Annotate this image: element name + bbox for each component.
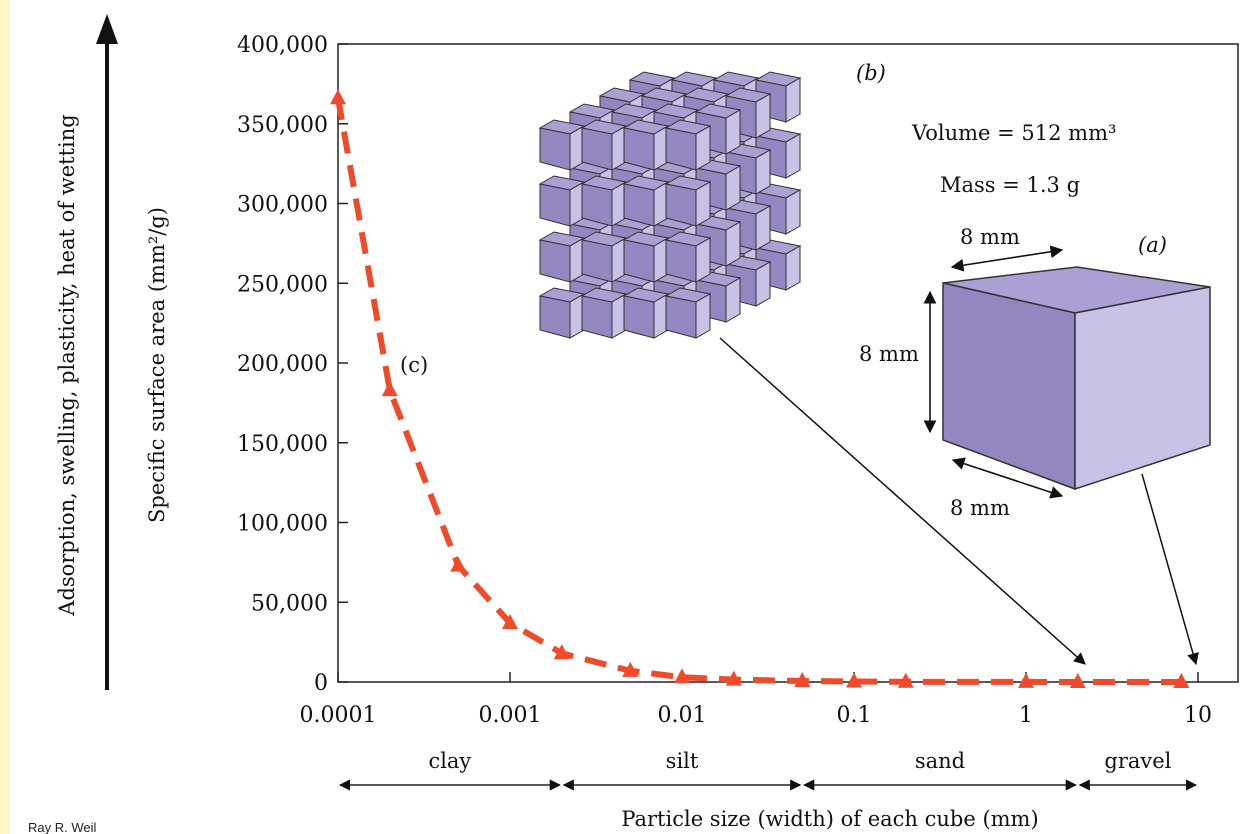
- dim-top-arrow: [950, 245, 1064, 272]
- data-point-marker: [553, 644, 570, 660]
- label-b: (b): [856, 61, 886, 85]
- volume-text: Volume = 512 mm³: [911, 121, 1116, 145]
- small-cube: [622, 175, 670, 227]
- x-tick-label: 0.0001: [300, 703, 377, 728]
- small-cube: [538, 231, 586, 283]
- y-tick-label: 150,000: [237, 432, 328, 457]
- y-axis-label: Specific surface area (mm²/g): [145, 207, 169, 523]
- size-class-clay-label: clay: [428, 749, 471, 773]
- small-cube: [538, 119, 586, 171]
- small-cube: [664, 287, 712, 339]
- small-cube: [538, 287, 586, 339]
- data-point-marker: [725, 670, 742, 686]
- data-point-marker: [897, 672, 914, 688]
- dim-left-text: 8 mm: [859, 342, 919, 366]
- data-point-marker: [1069, 672, 1086, 688]
- cube-side-face: [1074, 286, 1211, 491]
- x-tick-label: 0.1: [837, 703, 872, 728]
- small-cube: [580, 287, 628, 339]
- subdivided-cube-illustration: [538, 71, 802, 339]
- single-cube-illustration: [942, 266, 1211, 491]
- series-dashed-line: [335, 97, 1182, 685]
- size-class-ranges: clay silt sand gravel: [338, 749, 1198, 791]
- cube-front-face: [942, 282, 1076, 491]
- left-property-label: Adsorption, swelling, plasticity, heat o…: [55, 114, 79, 616]
- small-cube: [580, 175, 628, 227]
- data-point-marker: [846, 672, 862, 688]
- credit-text: Ray R. Weil: [28, 820, 96, 834]
- small-cube: [664, 231, 712, 283]
- small-cube: [664, 119, 712, 171]
- size-class-gravel-label: gravel: [1104, 749, 1171, 773]
- data-point-marker: [502, 613, 518, 629]
- small-cube: [622, 287, 670, 339]
- dim-bottom-arrow: [951, 457, 1064, 499]
- dim-bottom-text: 8 mm: [950, 496, 1010, 520]
- label-c: (c): [400, 353, 428, 377]
- x-tick-label: 1: [1019, 703, 1033, 728]
- small-cube: [622, 119, 670, 171]
- series-markers: [330, 89, 1190, 688]
- small-cube: [622, 231, 670, 283]
- small-cube: [580, 119, 628, 171]
- y-ticks: 0 50,000 100,000 150,000 200,000 250,000 300,0…: [237, 33, 348, 696]
- data-point-marker: [794, 672, 811, 688]
- mass-text: Mass = 1.3 g: [940, 173, 1080, 197]
- y-tick-label: 100,000: [237, 512, 328, 537]
- data-point-marker: [1173, 672, 1190, 688]
- y-tick-label: 400,000: [237, 33, 328, 58]
- size-class-silt-label: silt: [666, 749, 699, 773]
- y-tick-label: 50,000: [251, 591, 328, 616]
- dim-top-text: 8 mm: [960, 225, 1020, 249]
- data-point-marker: [674, 668, 690, 684]
- x-axis-label: Particle size (width) of each cube (mm): [621, 807, 1038, 831]
- size-class-sand-label: sand: [915, 749, 965, 773]
- data-point-marker: [381, 381, 398, 397]
- y-tick-label: 250,000: [237, 272, 328, 297]
- small-cube: [580, 231, 628, 283]
- pointer-arrow-small-cube: [719, 337, 1086, 665]
- y-tick-label: 350,000: [237, 113, 328, 138]
- small-cube: [538, 175, 586, 227]
- data-point-marker: [622, 661, 639, 677]
- small-cube: [664, 175, 712, 227]
- x-tick-label: 0.01: [658, 703, 707, 728]
- y-tick-label: 0: [314, 671, 328, 696]
- data-point-marker: [450, 556, 467, 572]
- label-a: (a): [1138, 233, 1167, 257]
- x-tick-label: 0.001: [479, 703, 542, 728]
- y-tick-label: 300,000: [237, 193, 328, 218]
- property-arrowhead: [96, 14, 118, 44]
- x-tick-label: 10: [1184, 703, 1212, 728]
- y-tick-label: 200,000: [237, 352, 328, 377]
- data-point-marker: [1018, 672, 1034, 688]
- pointer-arrow-large-cube: [1141, 473, 1199, 666]
- data-point-marker: [330, 89, 346, 105]
